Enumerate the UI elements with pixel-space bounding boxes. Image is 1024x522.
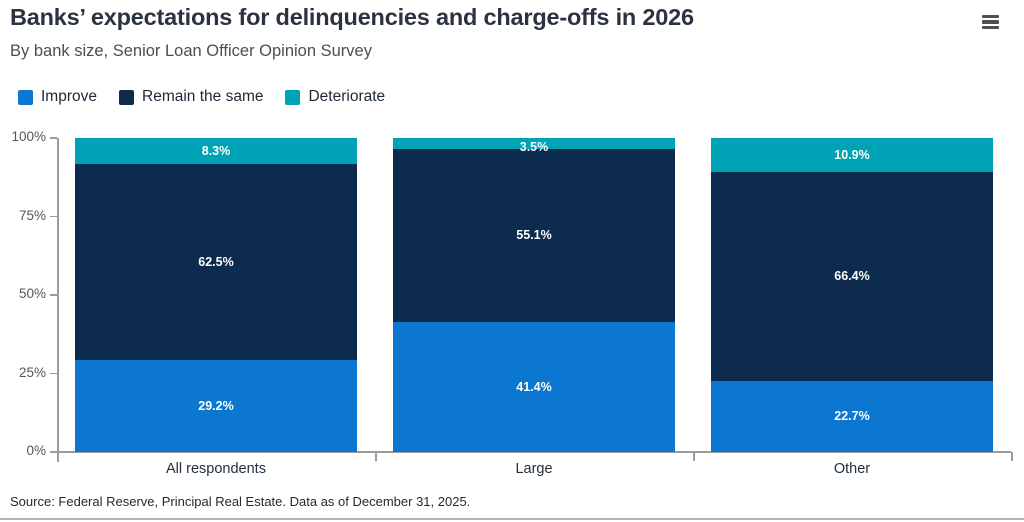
x-axis-tick <box>1011 452 1013 461</box>
y-axis-line <box>57 138 59 462</box>
page-title: Banks’ expectations for delinquencies an… <box>10 4 694 30</box>
legend-label: Improve <box>41 88 97 105</box>
legend-swatch-icon <box>285 89 301 105</box>
bar-segment-label: 55.1% <box>516 228 552 243</box>
legend-item-remain-the-same[interactable]: Remain the same <box>119 88 263 106</box>
bar-segment-remain-the-same: 62.5% <box>75 164 357 361</box>
bar-segment-remain-the-same: 66.4% <box>711 172 993 381</box>
legend-label: Remain the same <box>142 88 264 105</box>
bar-all-respondents: 29.2% 62.5% 8.3% <box>75 138 357 452</box>
x-axis-category-label: Large <box>515 461 553 477</box>
bar-segment-label: 22.7% <box>834 408 870 423</box>
y-axis-tick-label: 50% <box>18 286 46 301</box>
bar-segment-label: 10.9% <box>834 147 870 162</box>
x-axis-category-label: Other <box>833 461 871 477</box>
bar-segment-label: 8.3% <box>201 143 231 158</box>
legend-swatch-icon <box>119 89 134 105</box>
legend-swatch-icon <box>18 89 33 105</box>
bar-segment-deteriorate: 3.5% <box>393 138 675 154</box>
bar-segment-label: 62.5% <box>198 254 234 269</box>
y-axis-tick <box>50 294 57 296</box>
y-axis-tick <box>50 451 57 453</box>
y-axis-tick-label: 25% <box>18 364 46 380</box>
x-axis-category-label: All respondents <box>166 461 266 477</box>
hamburger-bar <box>982 20 999 24</box>
source-note: Source: Federal Reserve, Principal Real … <box>10 494 471 509</box>
x-axis-tick <box>693 452 695 461</box>
legend-item-improve[interactable]: Improve <box>18 88 97 106</box>
bar-segment-deteriorate: 10.9% <box>711 138 993 173</box>
legend-label: Deteriorate <box>308 88 386 105</box>
y-axis-tick <box>50 215 57 217</box>
bar-segment-label: 29.2% <box>198 398 234 413</box>
legend-item-deteriorate[interactable]: Deteriorate <box>285 88 385 106</box>
y-axis-tick-label: 100% <box>11 129 46 144</box>
bar-other: 22.7% 66.4% 10.9% <box>711 138 993 452</box>
bar-large: 41.4% 55.1% 3.5% <box>393 138 675 452</box>
chart-subtitle: By bank size, Senior Loan Officer Opinio… <box>10 42 372 60</box>
bar-segment-label: 3.5% <box>519 140 549 155</box>
hamburger-bar <box>982 25 999 30</box>
bar-segment-deteriorate: 8.3% <box>75 138 357 165</box>
bar-segment-improve: 41.4% <box>393 322 675 452</box>
y-axis-tick <box>50 137 57 139</box>
hamburger-menu-icon[interactable] <box>982 11 1004 33</box>
y-axis-tick-label: 75% <box>18 207 46 223</box>
bar-segment-improve: 29.2% <box>75 360 357 452</box>
x-axis-tick <box>375 452 377 461</box>
bar-segment-label: 41.4% <box>516 379 552 394</box>
y-axis-tick <box>50 372 57 374</box>
bar-segment-label: 66.4% <box>834 268 870 283</box>
y-axis-tick-label: 0% <box>26 443 46 458</box>
bottom-divider <box>0 518 1024 520</box>
bar-segment-improve: 22.7% <box>711 380 993 452</box>
chart-legend: Improve Remain the same Deteriorate <box>18 88 407 106</box>
hamburger-bar <box>982 14 999 19</box>
bar-segment-remain-the-same: 55.1% <box>393 149 675 323</box>
